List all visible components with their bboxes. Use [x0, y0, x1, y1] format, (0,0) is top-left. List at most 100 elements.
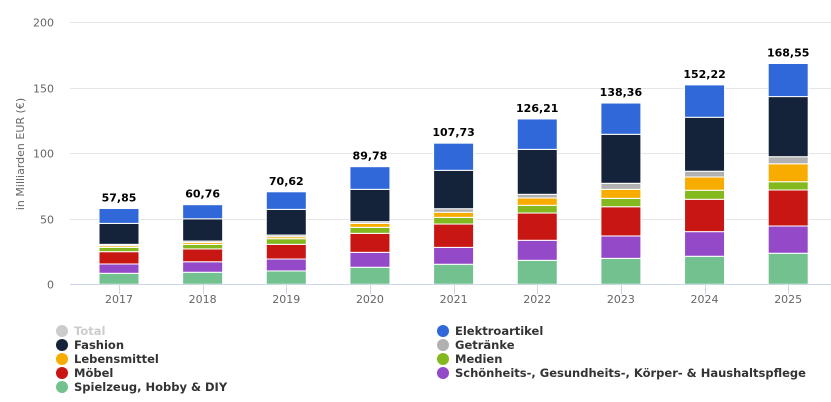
bar-segment[interactable] [433, 211, 475, 218]
x-tick-label: 2018 [189, 293, 217, 306]
bar-segment[interactable] [182, 243, 224, 250]
bar-segment[interactable] [684, 116, 726, 172]
bar-segment[interactable] [349, 251, 391, 268]
bar-segment[interactable] [265, 238, 307, 245]
legend-item-lebensmittel[interactable]: Lebensmittel [56, 352, 159, 366]
bar-stack-2024 [684, 84, 726, 285]
bar-segment[interactable] [349, 188, 391, 223]
bar-segment[interactable] [600, 133, 642, 184]
bar-segment[interactable] [684, 170, 726, 178]
bar-segment[interactable] [182, 271, 224, 285]
bar-segment[interactable] [600, 257, 642, 285]
bar-segment[interactable] [767, 62, 809, 98]
bar-segment[interactable] [265, 258, 307, 272]
bar-segment[interactable] [349, 166, 391, 190]
bar-segment[interactable] [433, 223, 475, 248]
bar-segment[interactable] [684, 231, 726, 257]
legend-item-möbel[interactable]: Möbel [56, 366, 113, 380]
bar-segment[interactable] [767, 181, 809, 191]
bar-segment[interactable] [265, 243, 307, 260]
bar-segment[interactable] [767, 163, 809, 183]
bar-segment[interactable] [98, 272, 140, 285]
y-tick-label: 50 [40, 214, 54, 227]
bar-segment[interactable] [98, 246, 140, 253]
bar-stack-2022 [516, 118, 558, 285]
bar-segment[interactable] [433, 216, 475, 225]
bar-segment[interactable] [684, 84, 726, 118]
x-tick-label: 2021 [440, 293, 468, 306]
bar-segment[interactable] [767, 189, 809, 227]
legend-item-total[interactable]: Total [56, 324, 105, 338]
legend-color-dot-icon [56, 325, 68, 337]
legend: Total Elektroartikel Fashion Getränke Lebens… [0, 322, 831, 402]
total-data-label: 89,78 [353, 150, 388, 163]
total-data-label: 126,21 [516, 102, 558, 115]
y-tick-label: 100 [33, 148, 54, 161]
bar-segment[interactable] [433, 169, 475, 210]
bar-segment[interactable] [767, 252, 809, 285]
y-tick-label: 150 [33, 83, 54, 96]
x-tick-label: 2024 [691, 293, 719, 306]
bar-segment[interactable] [98, 263, 140, 274]
legend-item-elektroartikel[interactable]: Elektroartikel [437, 324, 543, 338]
bar-segment[interactable] [182, 261, 224, 273]
bar-segment[interactable] [516, 239, 558, 261]
total-labels: 57,85 60,76 70,62 89,78 107,73 126,21 138,36 15… [102, 46, 810, 204]
legend-item-label: Elektroartikel [455, 324, 544, 338]
bar-segment[interactable] [98, 208, 140, 224]
bar-segment[interactable] [516, 197, 558, 206]
bar-segment[interactable] [516, 118, 558, 150]
bar-segment[interactable] [349, 232, 391, 253]
bar-segment[interactable] [433, 246, 475, 265]
bar-segment[interactable] [182, 218, 224, 242]
bar-segment[interactable] [182, 248, 224, 263]
bar-segment[interactable] [767, 225, 809, 254]
x-tick-label: 2019 [272, 293, 300, 306]
legend-item-medien[interactable]: Medien [437, 352, 502, 366]
legend-item-getränke[interactable]: Getränke [437, 338, 515, 352]
bar-segment[interactable] [516, 193, 558, 199]
bar-segment[interactable] [516, 204, 558, 214]
bar-segment[interactable] [600, 235, 642, 259]
bar-segment[interactable] [600, 182, 642, 190]
bar-segment[interactable] [767, 96, 809, 158]
bar-segment[interactable] [349, 222, 391, 228]
total-data-label: 152,22 [683, 68, 725, 81]
bar-segment[interactable] [516, 148, 558, 195]
bar-segment[interactable] [182, 204, 224, 220]
bar-segment[interactable] [349, 266, 391, 285]
bar-segment[interactable] [684, 176, 726, 191]
legend-item-spielzeug-hobby-diy[interactable]: Spielzeug, Hobby & DIY [56, 380, 227, 394]
bar-segment[interactable] [600, 206, 642, 237]
bar-segment[interactable] [684, 189, 726, 200]
bar-segment[interactable] [516, 212, 558, 241]
legend-item-label: Schönheits-, Gesundheits-, Körper- & Hau… [455, 366, 806, 380]
bars [98, 62, 809, 285]
bar-segment[interactable] [516, 259, 558, 285]
bar-segment[interactable] [433, 263, 475, 285]
bar-segment[interactable] [349, 226, 391, 234]
bar-segment[interactable] [98, 251, 140, 265]
legend-item-fashion[interactable]: Fashion [56, 338, 124, 352]
bar-segment[interactable] [600, 188, 642, 199]
legend-item-schönheits-gesundheits-körper-haushaltspflege[interactable]: Schönheits-, Gesundheits-, Körper- & Hau… [437, 366, 806, 380]
bar-segment[interactable] [265, 208, 307, 236]
legend-item-label: Medien [455, 352, 503, 366]
bar-segment[interactable] [98, 222, 140, 245]
bar-segment[interactable] [433, 142, 475, 171]
y-tick-label: 200 [33, 17, 54, 30]
x-axis-ticks: 2017 2018 2019 2020 2021 2022 2023 2024 2025 [105, 284, 802, 306]
bar-segment[interactable] [265, 191, 307, 210]
bar-segment[interactable] [684, 198, 726, 233]
bar-segment[interactable] [767, 156, 809, 165]
bar-stack-2017 [98, 208, 140, 285]
bar-segment[interactable] [433, 208, 475, 213]
bar-segment[interactable] [600, 102, 642, 135]
x-tick-label: 2017 [105, 293, 133, 306]
bar-segment[interactable] [600, 197, 642, 208]
bar-segment[interactable] [684, 255, 726, 285]
total-data-label: 107,73 [432, 126, 474, 139]
bar-segment[interactable] [265, 270, 307, 285]
bar-stack-2023 [600, 102, 642, 285]
